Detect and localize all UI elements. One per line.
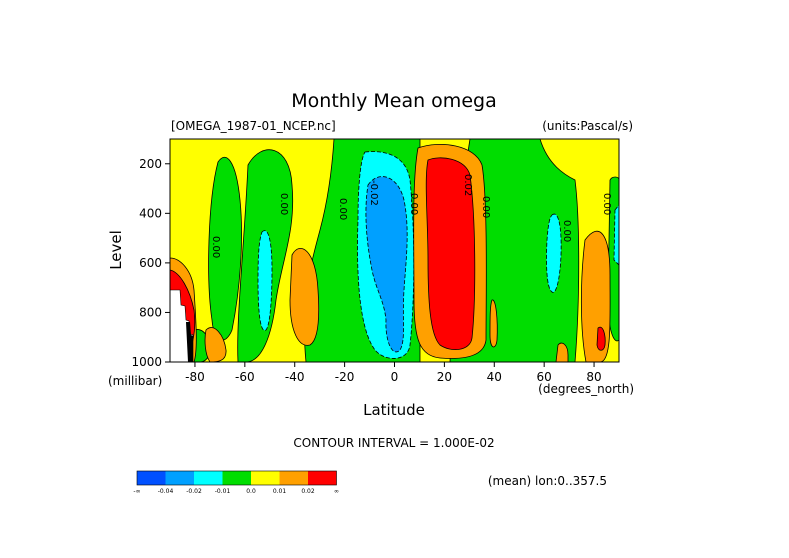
contour-region-red [425,157,476,350]
contour-region-cyan [546,213,562,293]
y-axis-unit: (millibar) [108,374,162,388]
y-tick-label: 1000 [131,355,162,369]
colorbar-swatch [222,471,251,485]
x-tick-label: 0 [391,370,399,384]
x-tick-label: 40 [487,370,502,384]
colorbar-swatch [165,471,194,485]
colorbar-label: -0.02 [186,488,202,495]
contour-label: 0.00 [337,198,348,220]
contour-label: 0.00 [408,193,419,215]
x-tick-label: 80 [586,370,601,384]
contour-region-orange [580,230,611,362]
y-axis: 200 400 600 800 1000 [131,157,170,369]
contour-region-blue [365,176,408,353]
contour-label: -0.02 [368,180,379,206]
chart-title: Monthly Mean omega [291,90,496,112]
x-axis-title: Latitude [363,401,425,419]
contour-region-orange [204,327,227,362]
x-tick-label: -20 [335,370,355,384]
x-axis: -80 -60 -40 -20 0 20 40 60 80 [185,362,602,384]
region-label: (mean) lon:0..357.5 [488,474,607,488]
units-label: (units:Pascal/s) [542,119,633,133]
x-tick-label: 20 [437,370,452,384]
contour-region-orange [555,342,569,362]
contour-label: 0.00 [480,196,491,218]
contour-label: 0.00 [210,236,221,258]
colorbar-label: 0.0 [246,488,256,495]
colorbar-swatch [279,471,308,485]
plot-area [170,139,619,362]
contour-region-green [208,156,242,341]
colorbar-swatch [137,471,166,485]
colorbar-swatch [308,471,337,485]
x-tick-label: -40 [285,370,305,384]
colorbar-label: -0.01 [215,488,231,495]
colorbar-swatch [251,471,280,485]
colorbar-label: -∞ [133,488,140,495]
y-tick-label: 200 [139,157,162,171]
y-tick-label: 800 [139,305,162,319]
y-axis-title: Level [107,230,125,270]
contour-interval-label: CONTOUR INTERVAL = 1.000E-02 [293,436,494,450]
contour-region-orange [489,299,498,348]
colorbar-label: 0.02 [301,488,315,495]
contour-region-cyan [257,230,273,331]
contour-region-orange [289,248,320,346]
colorbar-label: -0.04 [158,488,174,495]
missing-data-mask-dark [186,322,193,362]
colorbar-label: 0.01 [273,488,287,495]
contour-label: 0.00 [561,220,572,242]
colorbar-swatch [194,471,223,485]
x-tick-label: -60 [235,370,255,384]
x-tick-label: -80 [185,370,205,384]
y-tick-label: 400 [139,206,162,220]
x-axis-unit: (degrees_north) [538,382,634,396]
contour-label: 0.02 [462,174,473,196]
contour-label: 0.00 [278,193,289,215]
y-tick-label: 600 [139,256,162,270]
x-tick-label: 60 [537,370,552,384]
contour-region-cyan [613,204,619,266]
colorbar-label: ∞ [334,488,339,495]
contour-label: 0.00 [601,193,612,215]
colorbar-frame [136,470,337,486]
contour-region-red [596,326,606,351]
colorbar: -∞ -0.04 -0.02 -0.01 0.0 0.01 0.02 ∞ [133,470,339,495]
contour-labels: 0.00 -0.02 0.00 0.00 0.02 0.00 0.00 0.00… [210,174,612,258]
dataset-label: [OMEGA_1987-01_NCEP.nc] [171,119,336,133]
